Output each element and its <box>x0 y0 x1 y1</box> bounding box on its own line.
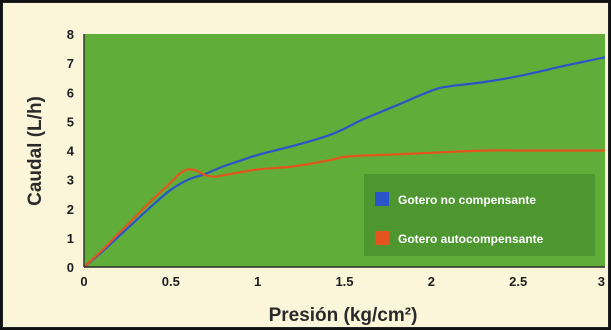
x-axis-title: Presión (kg/cm²) <box>269 305 418 326</box>
series-line-gotero-autocompensante <box>83 149 605 268</box>
y-tick-label: 4 <box>67 144 75 159</box>
x-tick-label: 1.5 <box>335 274 353 289</box>
legend-swatch-gotero-autocompensante <box>375 231 389 245</box>
x-tick-labels: 0 0.5 1 1.5 2 2.5 3 <box>80 274 605 289</box>
y-tick-label: 8 <box>67 27 74 42</box>
y-axis-title: Caudal (L/h) <box>25 96 46 206</box>
legend-label-gotero-autocompensante: Gotero autocompensante <box>398 232 544 246</box>
y-tick-label: 5 <box>67 114 74 129</box>
y-tick-label: 7 <box>67 56 74 71</box>
x-tick-label: 0 <box>80 274 87 289</box>
x-tick-label: 2.5 <box>509 274 527 289</box>
chart: 0 1 2 3 4 5 6 7 8 0 0.5 1 1.5 2 2.5 3 Presión (kg/cm²)… <box>25 27 606 326</box>
legend-label-gotero-no-compensante: Gotero no compensante <box>398 193 536 207</box>
x-tick-label: 2 <box>428 274 435 289</box>
x-tick-label: 0.5 <box>162 274 180 289</box>
legend-swatch-gotero-no-compensante <box>375 192 389 206</box>
y-tick-label: 1 <box>67 231 74 246</box>
y-tick-label: 0 <box>67 260 74 275</box>
series-line-gotero-no-compensante <box>83 56 606 268</box>
x-tick-label: 1 <box>254 274 261 289</box>
y-tick-label: 2 <box>67 202 74 217</box>
y-tick-label: 3 <box>67 173 74 188</box>
legend: Gotero no compensante Gotero autocompens… <box>364 174 595 256</box>
x-tick-label: 3 <box>598 274 605 289</box>
y-tick-labels: 0 1 2 3 4 5 6 7 8 <box>67 27 75 275</box>
series-layer <box>83 56 606 268</box>
legend-box <box>364 174 595 256</box>
y-tick-label: 6 <box>67 85 74 100</box>
